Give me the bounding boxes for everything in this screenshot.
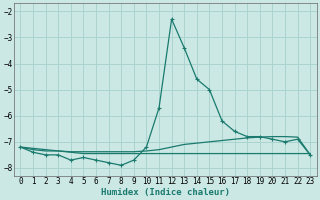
X-axis label: Humidex (Indice chaleur): Humidex (Indice chaleur) bbox=[101, 188, 230, 197]
